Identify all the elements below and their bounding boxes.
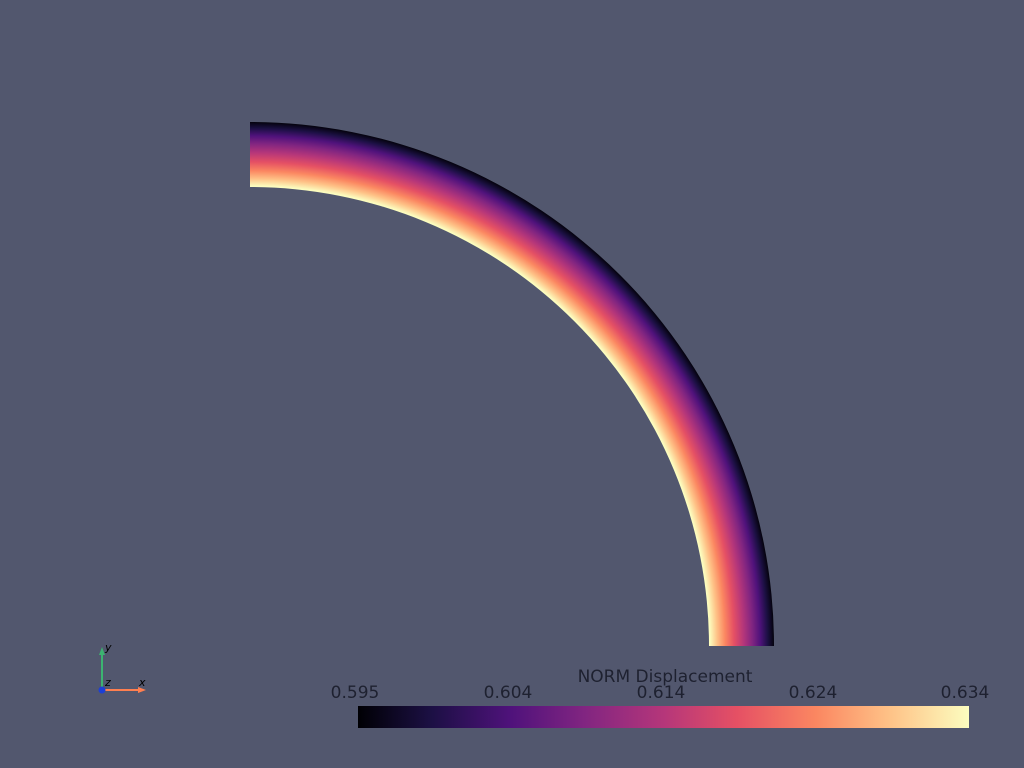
x-axis-arrow xyxy=(138,687,146,693)
colorbar-tick-3: 0.614 xyxy=(636,683,686,703)
y-axis-arrow xyxy=(99,647,105,655)
colorbar-tick-min: 0.595 xyxy=(330,683,380,703)
colorbar-gradient xyxy=(358,706,969,728)
quarter-ring-mesh[interactable] xyxy=(250,122,774,646)
colorbar-title: NORM Displacement xyxy=(577,667,753,687)
axes-triad xyxy=(98,647,146,694)
x-axis-label: x xyxy=(139,676,146,689)
colorbar-tick-2: 0.604 xyxy=(483,683,533,703)
z-axis-dot xyxy=(98,686,106,694)
colorbar-tick-max: 0.634 xyxy=(940,683,990,703)
z-axis-label: z xyxy=(105,676,111,689)
y-axis-label: y xyxy=(105,641,112,654)
colorbar-tick-4: 0.624 xyxy=(788,683,838,703)
